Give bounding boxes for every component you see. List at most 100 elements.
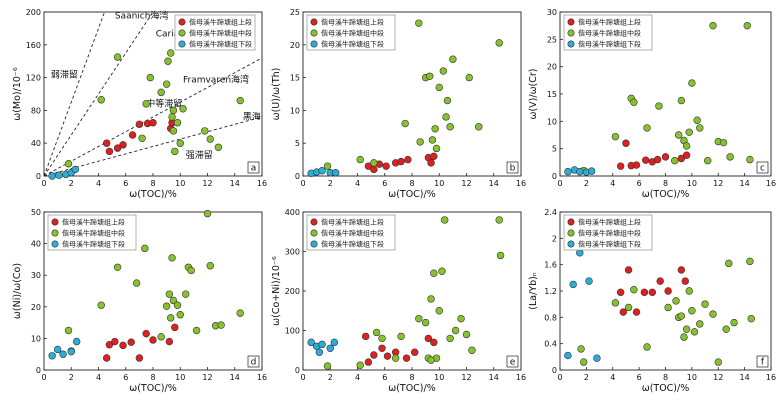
- y-tick-label: 10: [31, 334, 41, 343]
- legend-marker: [178, 29, 186, 37]
- data-point: [496, 251, 505, 260]
- data-point: [173, 301, 182, 309]
- y-tick-label: 0: [295, 172, 300, 181]
- data-point: [564, 351, 572, 360]
- data-point: [330, 338, 339, 347]
- y-tick-label: 200: [26, 8, 41, 17]
- data-point: [415, 19, 423, 27]
- data-point: [370, 159, 378, 167]
- y-tick-label: 50: [31, 208, 41, 217]
- data-point: [428, 136, 437, 144]
- legend-marker: [310, 218, 318, 226]
- data-point: [630, 285, 638, 294]
- data-point: [664, 303, 672, 312]
- data-point: [119, 341, 127, 350]
- panel-e: 0 2 4 6 8 10 12 14 16 0 100 200 300 400 ω(TOC)/% ω(Co+N…: [271, 208, 526, 394]
- legend-marker: [310, 229, 318, 237]
- y-tick-label: 0: [552, 366, 557, 375]
- data-point: [438, 267, 446, 275]
- data-point: [165, 337, 174, 346]
- data-point: [142, 100, 150, 108]
- data-point: [495, 216, 503, 224]
- y-tick-label: 400: [285, 208, 300, 217]
- x-axis-label: ω(TOC)/%: [642, 383, 690, 394]
- x-tick-label: 16: [766, 373, 776, 382]
- data-point: [97, 96, 105, 104]
- panel-letter-box: [247, 161, 260, 174]
- data-point: [430, 338, 438, 347]
- y-tick-label: 0.4: [544, 340, 557, 349]
- x-tick-label: 0: [41, 179, 46, 188]
- data-point: [468, 346, 476, 354]
- legend-marker: [178, 40, 186, 48]
- y-tick-label: 10: [547, 117, 557, 126]
- legend-box: [306, 14, 396, 51]
- data-point: [726, 153, 734, 161]
- legend-box: [306, 214, 396, 251]
- data-point: [653, 155, 662, 164]
- panel-c: 0 2 4 6 8 10 12 14 16 0 5 10 15 20 25 30 ω(TOC)/% ω(V)/ω(…: [528, 8, 776, 200]
- data-point: [435, 83, 443, 92]
- x-tick-label: 16: [516, 373, 526, 382]
- data-point: [661, 153, 670, 161]
- data-point: [378, 344, 386, 352]
- data-point: [642, 156, 650, 164]
- data-point: [656, 277, 664, 285]
- y-tick-label: 15: [547, 90, 557, 99]
- data-point: [585, 277, 593, 285]
- x-tick-label: 14: [740, 179, 750, 188]
- y-tick-label: 0.8: [544, 313, 557, 322]
- data-point: [643, 124, 651, 132]
- annotation-label: Framvaren海湾: [183, 74, 249, 86]
- y-tick-label: 80: [31, 106, 41, 115]
- data-point: [113, 144, 122, 152]
- y-tick-label: 1.6: [544, 261, 557, 270]
- data-point: [462, 330, 471, 339]
- data-point: [655, 102, 663, 110]
- y-tick-label: 5: [295, 139, 300, 148]
- data-point: [421, 318, 430, 327]
- data-point: [430, 269, 438, 277]
- legend-entry: 偕母溪牛蹄塘组中段: [62, 229, 125, 238]
- data-point: [622, 139, 630, 147]
- data-point: [326, 344, 334, 352]
- data-point: [236, 309, 244, 317]
- data-point: [443, 96, 452, 105]
- x-tick-label: 10: [175, 373, 185, 382]
- panel-letter-box: [506, 355, 519, 368]
- data-point: [105, 341, 114, 349]
- annotation-label: 强滞留: [186, 149, 213, 161]
- x-tick-label: 14: [489, 179, 499, 188]
- data-point: [167, 314, 175, 322]
- x-tick-label: 10: [434, 373, 444, 382]
- legend-marker: [51, 240, 59, 248]
- x-tick-label: 12: [202, 179, 212, 188]
- x-axis-label: ω(TOC)/%: [129, 189, 177, 200]
- y-tick-label: 0: [295, 366, 300, 375]
- data-point: [624, 266, 633, 274]
- data-point: [141, 244, 149, 253]
- data-point: [630, 98, 638, 106]
- x-tick-label: 0: [41, 373, 46, 382]
- panel-letter: b: [510, 164, 516, 174]
- data-point: [682, 142, 691, 150]
- panel-letter-box: [756, 161, 769, 174]
- data-point: [315, 348, 324, 356]
- data-point: [640, 288, 649, 297]
- x-tick-label: 8: [663, 179, 668, 188]
- data-point: [449, 55, 457, 63]
- data-point: [168, 254, 176, 262]
- data-point: [332, 169, 340, 177]
- x-tick-label: 10: [175, 179, 185, 188]
- x-tick-label: 8: [150, 179, 155, 188]
- data-point: [611, 299, 620, 307]
- data-point: [378, 334, 386, 343]
- y-tick-label: 40: [31, 240, 41, 249]
- data-point: [677, 312, 686, 320]
- panel-letter-box: [506, 161, 519, 174]
- data-point: [719, 138, 728, 147]
- data-point: [323, 362, 332, 370]
- y-tick-label: 5: [552, 145, 557, 154]
- legend-entry: 偕母溪牛蹄塘组下段: [321, 240, 384, 249]
